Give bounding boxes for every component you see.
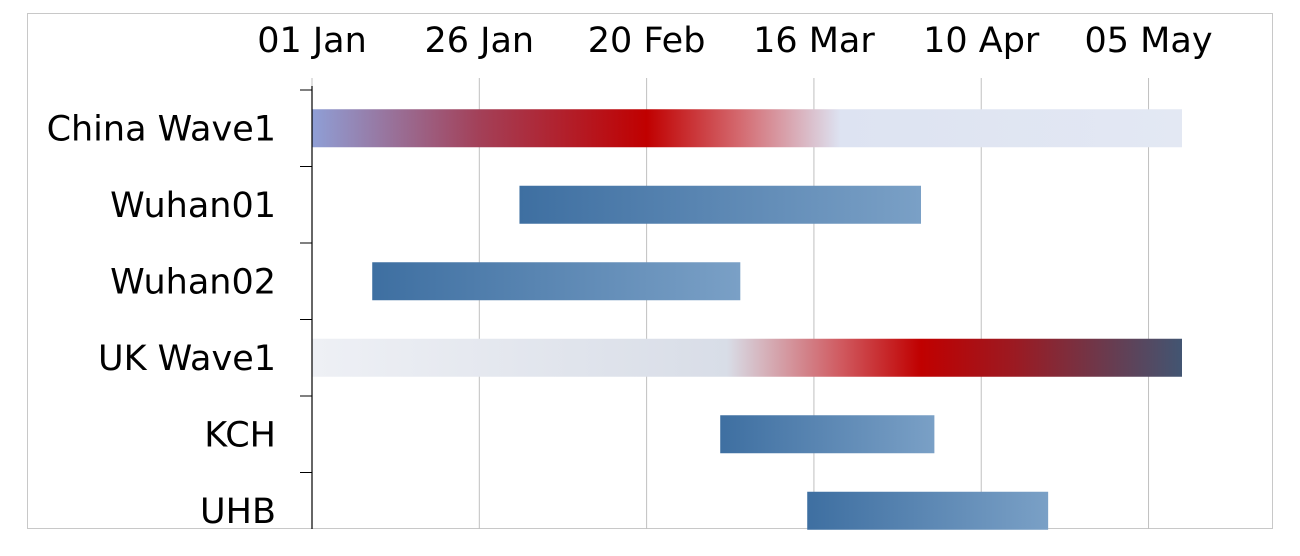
row-labels: China Wave1 Wuhan01 Wuhan02 UK Wave1 KCH UHB — [47, 109, 276, 532]
row-label: UHB — [200, 492, 276, 532]
row-label: KCH — [204, 415, 276, 455]
x-tick-label: 26 Jan — [424, 21, 534, 61]
row-label: Wuhan01 — [110, 186, 276, 226]
x-tick-label: 16 Mar — [753, 21, 875, 61]
x-tick-label: 05 May — [1085, 21, 1213, 61]
bar-wuhan02 — [372, 262, 741, 301]
x-tick-label: 01 Jan — [257, 21, 367, 61]
bar-china-wave1 — [312, 109, 1182, 148]
bar-uk-wave1 — [312, 338, 1182, 377]
bar-kch — [720, 415, 935, 454]
bar-wuhan01 — [519, 185, 921, 224]
row-label: UK Wave1 — [98, 339, 276, 379]
bar-uhb — [807, 491, 1049, 530]
y-axis-layer — [300, 86, 313, 529]
bars-layer — [312, 109, 1182, 530]
x-tick-labels: 01 Jan 26 Jan 20 Feb 16 Mar 10 Apr 05 May — [257, 21, 1212, 61]
row-label: Wuhan02 — [110, 262, 276, 302]
x-tick-label: 10 Apr — [923, 21, 1040, 61]
row-label: China Wave1 — [47, 109, 276, 149]
x-tick-label: 20 Feb — [588, 21, 706, 61]
